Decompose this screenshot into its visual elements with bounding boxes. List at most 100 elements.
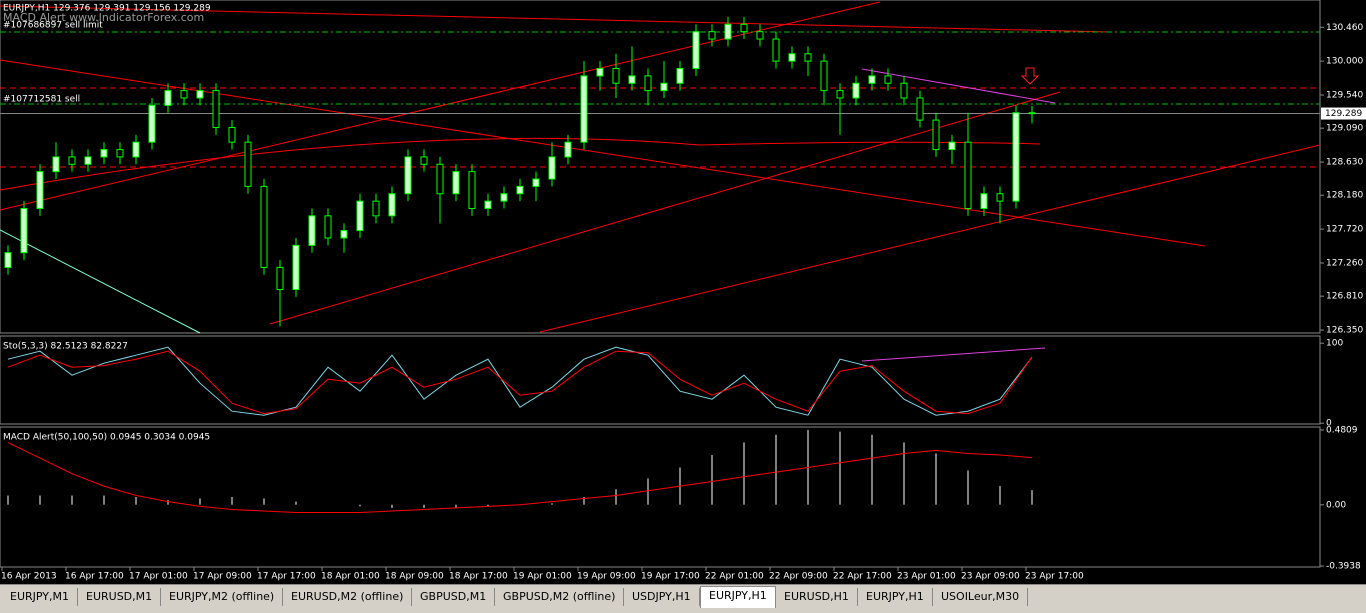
y-tick-label: 127.260 <box>1326 259 1363 269</box>
chart-tab[interactable]: EURUSD,M2 (offline) <box>283 588 413 606</box>
candle-body <box>804 53 812 62</box>
candle-body <box>916 97 924 121</box>
time-label: 18 Apr 17:00 <box>449 572 508 582</box>
candle-body <box>996 193 1004 202</box>
chart-tab[interactable]: EURJPY,M2 (offline) <box>161 588 284 606</box>
chart-tab[interactable]: EURJPY,H1 <box>858 588 933 606</box>
time-label: 22 Apr 17:00 <box>833 572 892 582</box>
candle-body <box>852 82 860 99</box>
candle-body <box>84 156 92 165</box>
candle-body <box>932 119 940 151</box>
macd-signal <box>7 442 1033 514</box>
trendlines <box>0 1 1321 333</box>
chart-tab[interactable]: EURUSD,H1 <box>776 588 858 606</box>
y-tick-label: 126.810 <box>1326 292 1363 302</box>
candle-body <box>260 185 268 268</box>
candle-body <box>100 149 108 158</box>
candle-body <box>68 156 76 165</box>
y-tick-label: 129.090 <box>1326 124 1363 134</box>
candle-body <box>148 104 156 143</box>
candle-body <box>772 38 780 62</box>
y-tick-label: 100 <box>1326 339 1343 349</box>
candle-body <box>612 68 620 84</box>
stoch-line <box>7 346 1033 416</box>
tab-bar: EURJPY,M1 EURUSD,M1 EURJPY,M2 (offline) EUR… <box>0 584 1366 613</box>
time-label: 17 Apr 09:00 <box>193 572 252 582</box>
chart-tab[interactable]: EURJPY,H1 <box>700 586 776 608</box>
candle-body <box>596 68 604 77</box>
trendline <box>0 1 881 211</box>
order-label: #107686897 sell limit <box>3 21 103 31</box>
time-label: 19 Apr 17:00 <box>641 572 700 582</box>
candle-body <box>356 200 364 232</box>
candle-body <box>884 75 892 84</box>
chart-tab[interactable]: EURUSD,M1 <box>78 588 162 606</box>
candle-body <box>404 156 412 195</box>
candle-body <box>500 193 508 202</box>
divergence-line <box>861 68 1056 104</box>
chart-tab[interactable]: USOILeur,M30 <box>933 588 1029 606</box>
candle-body <box>180 90 188 99</box>
candle-body <box>900 82 908 99</box>
candle-body <box>868 75 876 84</box>
time-label: 17 Apr 17:00 <box>257 572 316 582</box>
candle-body <box>788 53 796 62</box>
candle-body <box>964 141 972 209</box>
candle-body <box>836 90 844 99</box>
y-tick-label: -0.3938 <box>1326 562 1361 572</box>
y-tick-label: 126.350 <box>1326 326 1363 336</box>
current-price-box <box>1321 107 1366 120</box>
sell-arrow <box>1020 67 1040 85</box>
order-label: #107712581 sell <box>3 95 80 105</box>
stoch-label: Sto(5,3,3) 82.5123 82.8227 <box>3 342 128 352</box>
candle-body <box>52 156 60 173</box>
y-tick-label: 128.180 <box>1326 191 1363 201</box>
candle-body <box>484 200 492 209</box>
time-label: 17 Apr 01:00 <box>129 572 188 582</box>
trendline <box>0 137 1041 191</box>
candle-body <box>724 23 732 40</box>
candle-body <box>276 266 284 291</box>
chart-tab[interactable]: GBPUSD,M2 (offline) <box>495 588 625 606</box>
candle-body <box>628 75 636 84</box>
candle-body <box>532 178 540 187</box>
chart-tab[interactable]: EURJPY,M1 <box>2 588 78 606</box>
macd-label: MACD Alert(50,100,50) 0.0945 0.3034 0.09… <box>3 433 210 443</box>
time-label: 23 Apr 01:00 <box>897 572 956 582</box>
time-label: 16 Apr 17:00 <box>65 572 124 582</box>
candle-body <box>980 193 988 209</box>
macd-panel <box>0 426 1321 568</box>
y-tick-label: 127.720 <box>1326 225 1363 235</box>
time-label: 22 Apr 09:00 <box>769 572 828 582</box>
time-label: 22 Apr 01:00 <box>705 572 764 582</box>
candle-body <box>228 126 236 143</box>
candle-body <box>372 200 380 217</box>
candle-body <box>468 171 476 209</box>
trendline <box>0 229 201 334</box>
candle-body <box>820 60 828 92</box>
price-panel <box>0 0 1321 334</box>
time-label: 23 Apr 09:00 <box>961 572 1020 582</box>
candle-body <box>1028 112 1036 115</box>
candle-body <box>692 31 700 70</box>
candle-body <box>644 75 652 92</box>
time-label: 19 Apr 09:00 <box>577 572 636 582</box>
candle-body <box>436 163 444 195</box>
candle-body <box>516 185 524 195</box>
candle-body <box>676 68 684 84</box>
candle-body <box>244 141 252 187</box>
chart-tab[interactable]: GBPUSD,M1 <box>412 588 496 606</box>
chart-tab[interactable]: USDJPY,H1 <box>624 588 700 606</box>
candle-body <box>660 82 668 92</box>
candle-body <box>308 215 316 246</box>
y-tick-label: 130.000 <box>1326 57 1363 67</box>
candle-body <box>324 215 332 239</box>
y-tick-label: 129.540 <box>1326 91 1363 101</box>
candle-body <box>212 90 220 128</box>
candle-body <box>548 156 556 180</box>
candle-body <box>116 149 124 158</box>
time-label: 23 Apr 17:00 <box>1025 572 1084 582</box>
candle-body <box>4 252 12 268</box>
candle-body <box>388 193 396 217</box>
